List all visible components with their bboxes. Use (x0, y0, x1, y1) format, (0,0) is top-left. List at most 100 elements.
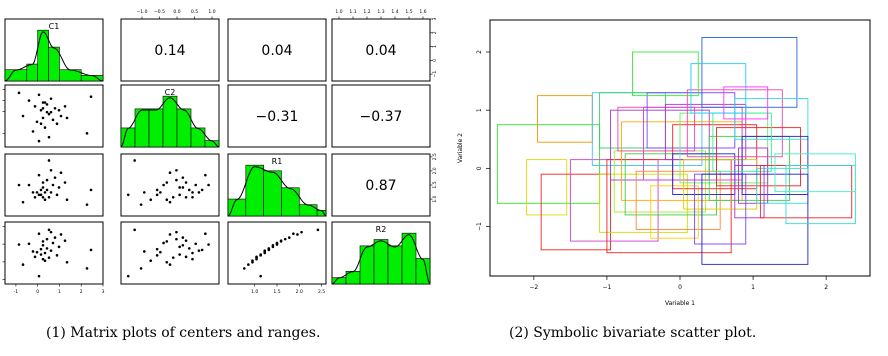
scatter-point-R2-C2 (175, 230, 178, 234)
matrix-panel-C2-C1 (4, 84, 104, 148)
scatter-point-R2-C2 (204, 232, 207, 236)
correlation-C2-R2: −0.37 (360, 109, 403, 125)
density-curve-R2 (331, 234, 431, 285)
scatter-point-R1-C2 (133, 159, 136, 162)
scatter-point-C2-C1 (31, 130, 35, 133)
scatter-point-R1-C1 (35, 191, 39, 194)
scatter-point-C2-C1 (21, 114, 25, 118)
tick-label-right-C1: 1 (432, 45, 438, 48)
symbolic-rectangle-32 (738, 147, 769, 204)
scatter-point-C2-C1 (49, 110, 53, 114)
scatter-point-R2-R1 (259, 254, 262, 257)
tick-label-bottom-C1: 2 (80, 289, 83, 295)
histogram-bar-C2 (148, 108, 164, 148)
scatter-point-R2-R1 (271, 245, 275, 249)
tick-label-top-R2: 1.1 (349, 9, 356, 15)
scatter-point-R2-C1 (57, 245, 61, 249)
scatter-point-R2-C2 (162, 241, 165, 245)
histogram-bar-C1 (48, 46, 60, 82)
scatter-point-R1-C2 (187, 188, 191, 192)
scatter-point-R1-C2 (178, 193, 181, 197)
tick-label-bottom-C1: 0 (36, 289, 39, 295)
scatter-point-R2-C1 (49, 230, 53, 234)
scatter-point-R1-C2 (171, 195, 175, 199)
correlation-C1-R1: 0.04 (261, 43, 292, 59)
scatter-point-R2-R1 (275, 243, 279, 246)
scatter-point-R2-C1 (17, 243, 21, 246)
scatter-point-R2-C1 (53, 236, 57, 239)
scatter-point-R1-C2 (168, 200, 172, 204)
scatter-point-R1-C2 (191, 195, 194, 199)
scatter-point-R2-C2 (175, 237, 178, 241)
symbolic-rectangle-38 (774, 153, 856, 193)
scatter-point-C2-C1 (37, 139, 41, 143)
symbolic-rectangle-39 (690, 63, 747, 114)
tick-label-left-C2: −1.0 (0, 128, 1, 139)
tick-label-left-R2: 1.0 (0, 276, 1, 283)
scatter-point-R1-C2 (142, 191, 146, 194)
scatter-point-C2-C1 (41, 106, 45, 110)
scatter-point-R1-C1 (31, 191, 35, 194)
scatter-point-R2-C2 (168, 233, 172, 236)
figure: C1 0.14 0.04 0.04 C2 −0.31 −0.37 R1 0.87 R2 −1.0 −0… (0, 9, 871, 307)
symbolic-rectangle-1 (496, 124, 601, 204)
histogram-bar-C2 (162, 95, 178, 148)
scatter-point-R2-R1 (296, 233, 299, 236)
scatter-point-R2-C2 (184, 255, 188, 259)
variable-label-R1: R1 (272, 157, 283, 166)
scatter-matrix: C1 0.14 0.04 0.04 C2 −0.31 −0.37 R1 0.87 R2 −1.0 −0… (0, 9, 438, 295)
tick-label-top-C2: −0.5 (154, 9, 165, 15)
scatter-point-R1-C1 (17, 183, 21, 187)
scatter-point-R2-C1 (43, 251, 47, 255)
scatter-point-R2-C1 (45, 237, 49, 241)
histogram-bar-C1 (26, 63, 38, 82)
scatter-point-C2-C1 (39, 122, 43, 126)
scatter-point-R1-C2 (200, 188, 204, 192)
y-axis-label: Variable 2 (457, 133, 464, 163)
scatter-point-R1-C2 (168, 171, 172, 175)
histogram-bar-C1 (37, 29, 49, 82)
scatter-point-R2-C2 (191, 251, 194, 255)
scatter-point-R2-C1 (45, 247, 49, 250)
symbolic-rectangle-41 (723, 86, 769, 120)
tick-label-bottom-C1: -1 (14, 289, 19, 295)
scatter-point-R1-C1 (47, 159, 51, 162)
scatter-point-C2-C1 (89, 95, 93, 99)
scatter-point-R1-C1 (39, 193, 43, 197)
scatter-point-R2-C1 (41, 240, 45, 243)
scatter-point-R2-C2 (165, 240, 169, 243)
scatter-point-R2-R1 (292, 232, 295, 236)
caption-matrix-plots: (1) Matrix plots of centers and ranges. (46, 325, 321, 341)
scatter-point-R2-C2 (187, 247, 191, 250)
scatter-point-C2-C1 (55, 122, 59, 126)
scatter-point-R2-R1 (287, 236, 291, 239)
symbolic-rectangle-2 (526, 159, 568, 216)
scatter-point-C2-C1 (45, 103, 49, 106)
scatter-point-R2-C2 (178, 253, 181, 256)
scatter-point-R2-C1 (43, 259, 47, 263)
scatter-point-R2-C2 (149, 259, 153, 263)
y-tick-label: −1 (476, 222, 483, 231)
scatter-point-C2-C1 (49, 97, 53, 100)
scatter-point-R1-C1 (45, 178, 49, 182)
x-tick-label: 1 (751, 284, 755, 291)
scatter-point-C2-C1 (45, 110, 49, 114)
scatter-point-C2-C1 (43, 126, 47, 129)
scatter-point-R1-C1 (59, 171, 63, 175)
tick-label-right-R1: 2.0 (432, 167, 438, 174)
tick-label-right-C1: 2 (432, 31, 438, 34)
scatter-point-R2-C2 (142, 250, 146, 253)
scatter-point-R2-C2 (159, 250, 162, 254)
scatter-point-C2-C1 (35, 120, 39, 124)
x-axis-label: Variable 1 (665, 300, 695, 307)
tick-label-bottom-C1: 1 (58, 289, 61, 295)
scatter-point-R2-R1 (279, 239, 283, 242)
scatter-point-R1-C2 (194, 183, 198, 187)
scatter-point-R1-C1 (27, 183, 31, 187)
scatter-point-C2-C1 (37, 93, 41, 97)
scatter-point-R2-C2 (200, 248, 204, 252)
symbolic-rectangle-37 (785, 165, 856, 225)
matrix-panel-R1-C2 (120, 153, 220, 217)
scatter-point-R1-C1 (49, 168, 53, 172)
tick-label-right-R1: 1.0 (432, 195, 438, 202)
